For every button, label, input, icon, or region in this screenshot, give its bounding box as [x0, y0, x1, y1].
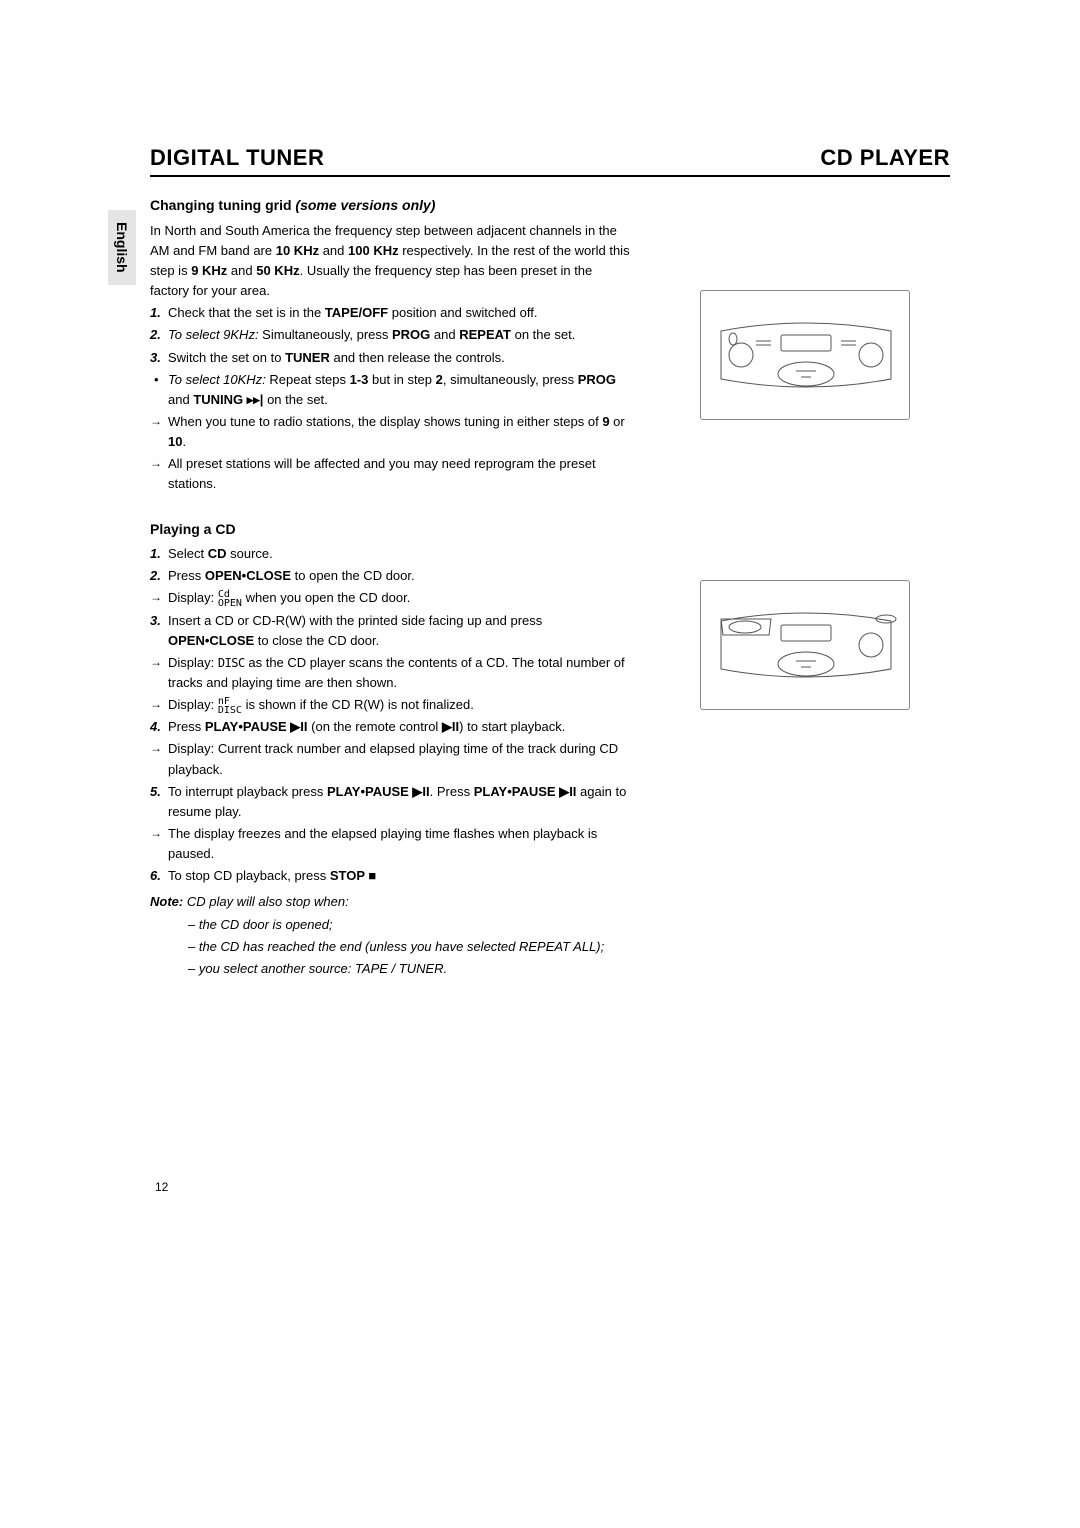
- result-line: Display: nFDISC is shown if the CD R(W) …: [150, 695, 630, 715]
- note-item: – the CD has reached the end (unless you…: [150, 937, 630, 957]
- section1-heading: Changing tuning grid (some versions only…: [150, 195, 630, 217]
- note-item: – you select another source: TAPE / TUNE…: [150, 959, 630, 979]
- list-item: 2. Press OPEN•CLOSE to open the CD door.: [150, 566, 630, 586]
- section2-heading: Playing a CD: [150, 519, 630, 541]
- result-line: All preset stations will be affected and…: [150, 454, 630, 494]
- result-line: The display freezes and the elapsed play…: [150, 824, 630, 864]
- section2-steps-d: 5. To interrupt playback press PLAY•PAUS…: [150, 782, 630, 822]
- list-item: 1. Check that the set is in the TAPE/OFF…: [150, 303, 630, 323]
- header-right: CD PLAYER: [820, 145, 950, 171]
- section2-steps-c: 4. Press PLAY•PAUSE ▶II (on the remote c…: [150, 717, 630, 737]
- language-tab: English: [108, 210, 136, 285]
- list-item: 5. To interrupt playback press PLAY•PAUS…: [150, 782, 630, 822]
- note-block: Note: CD play will also stop when: – the…: [150, 892, 630, 979]
- section2-steps: 1. Select CD source. 2. Press OPEN•CLOSE…: [150, 544, 630, 586]
- list-item: 1. Select CD source.: [150, 544, 630, 564]
- list-item: 2. To select 9KHz: Simultaneously, press…: [150, 325, 630, 345]
- section1-steps: 1. Check that the set is in the TAPE/OFF…: [150, 303, 630, 367]
- section1-intro: In North and South America the frequency…: [150, 221, 630, 302]
- content-column: Changing tuning grid (some versions only…: [150, 195, 630, 979]
- page-number: 12: [155, 1180, 168, 1194]
- result-line: Display: Current track number and elapse…: [150, 739, 630, 779]
- list-item: 3. Insert a CD or CD-R(W) with the print…: [150, 611, 630, 651]
- list-item: 6. To stop CD playback, press STOP ■: [150, 866, 630, 886]
- header-left: DIGITAL TUNER: [150, 145, 324, 171]
- page-header: DIGITAL TUNER CD PLAYER: [150, 145, 950, 177]
- boombox-illustration-top: [700, 290, 910, 420]
- bullet-10khz: To select 10KHz: Repeat steps 1-3 but in…: [150, 370, 630, 410]
- result-line: When you tune to radio stations, the dis…: [150, 412, 630, 452]
- result-line: Display: DISC as the CD player scans the…: [150, 653, 630, 693]
- manual-page: DIGITAL TUNER CD PLAYER Changing tuning …: [150, 145, 950, 981]
- section2-steps-e: 6. To stop CD playback, press STOP ■: [150, 866, 630, 886]
- list-item: 4. Press PLAY•PAUSE ▶II (on the remote c…: [150, 717, 630, 737]
- list-item: 3. Switch the set on to TUNER and then r…: [150, 348, 630, 368]
- section2-steps-b: 3. Insert a CD or CD-R(W) with the print…: [150, 611, 630, 651]
- result-line: Display: CdOPEN when you open the CD doo…: [150, 588, 630, 608]
- boombox-illustration-bottom: [700, 580, 910, 710]
- note-item: – the CD door is opened;: [150, 915, 630, 935]
